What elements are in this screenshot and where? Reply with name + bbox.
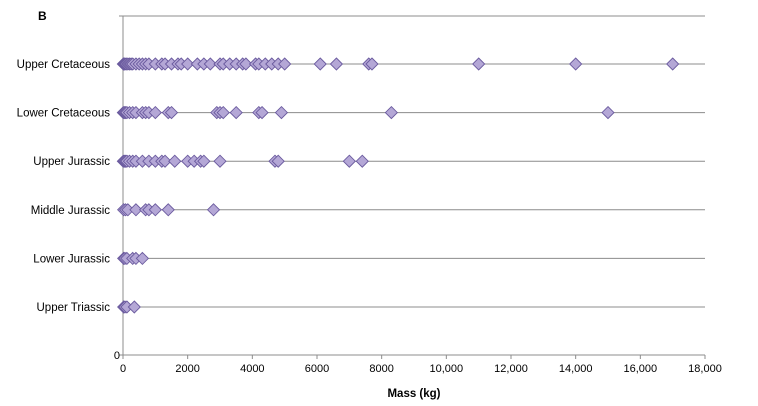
data-point: [161, 203, 175, 217]
data-point: [365, 57, 379, 71]
data-point: [216, 105, 230, 120]
data-point: [164, 105, 179, 120]
category-label: Upper Cretaceous: [17, 59, 111, 71]
x-tick-label: 6000: [305, 363, 329, 375]
data-point: [239, 57, 253, 71]
category-label: Middle Jurassic: [31, 205, 110, 217]
x-tick-label: 8000: [369, 363, 393, 375]
data-point: [274, 105, 289, 120]
data-point: [472, 57, 486, 71]
data-point: [148, 105, 162, 120]
data-point: [168, 154, 182, 168]
data-point: [229, 105, 243, 120]
x-tick-label: 16,000: [624, 363, 658, 375]
data-point: [666, 57, 680, 71]
data-point: [135, 251, 150, 266]
category-label: Lower Cretaceous: [17, 108, 111, 120]
y-zero-label: 0: [114, 350, 120, 362]
x-tick-label: 4000: [240, 363, 264, 375]
data-point: [197, 154, 211, 168]
data-point: [569, 57, 583, 71]
data-point: [601, 105, 615, 120]
x-tick-label: 2000: [175, 363, 199, 375]
data-point: [129, 203, 143, 217]
data-point: [342, 154, 356, 168]
x-tick-labels: 0 2000 4000 6000 8000 10,000 12,000 14,000 16,00…: [120, 355, 722, 375]
data-point: [329, 57, 344, 71]
category-label: Upper Jurassic: [33, 156, 110, 168]
category-label: Lower Jurassic: [33, 253, 110, 265]
data-point: [271, 154, 285, 168]
data-point: [384, 105, 399, 120]
data-point: [127, 300, 141, 314]
x-tick-label: 10,000: [430, 363, 464, 375]
data-point: [313, 57, 327, 71]
x-axis-title: Mass (kg): [387, 388, 440, 400]
data-point: [278, 57, 292, 71]
category-labels: Upper Cretaceous Lower Cretaceous Upper Ju…: [17, 59, 111, 314]
category-label: Upper Triassic: [37, 302, 111, 314]
data-point: [158, 154, 172, 168]
data-point: [148, 203, 162, 217]
panel-label: B: [38, 9, 47, 23]
data-point: [181, 57, 195, 71]
x-tick-label: 0: [120, 363, 126, 375]
data-point: [203, 57, 217, 71]
x-tick-label: 12,000: [494, 363, 528, 375]
data-point: [255, 105, 269, 120]
data-point: [213, 154, 227, 168]
data-points: [116, 57, 680, 314]
x-tick-label: 18,000: [688, 363, 722, 375]
data-point: [206, 203, 221, 217]
data-point: [355, 154, 369, 168]
x-tick-label: 14,000: [559, 363, 593, 375]
